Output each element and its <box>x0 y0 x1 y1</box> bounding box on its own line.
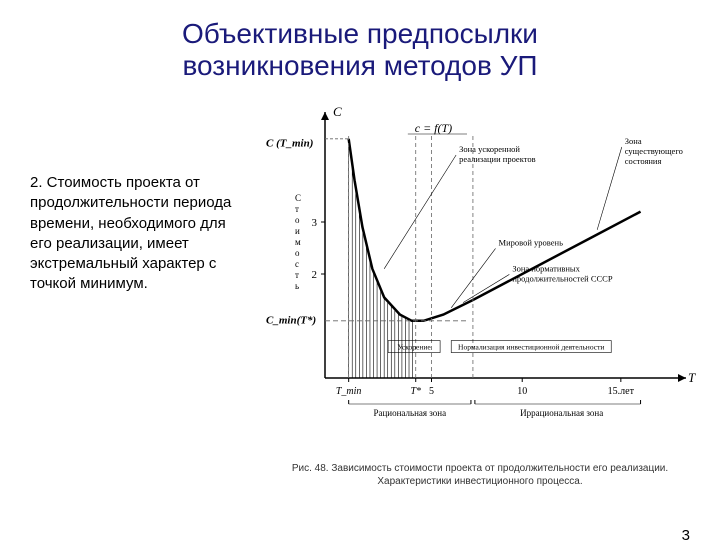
svg-text:3: 3 <box>312 217 318 229</box>
svg-text:Зона: Зона <box>625 136 642 146</box>
svg-text:ь: ь <box>295 281 299 291</box>
svg-text:C_min(T*): C_min(T*) <box>266 314 316 326</box>
svg-text:2: 2 <box>312 269 318 281</box>
title-line2: возникновения методов УП <box>182 50 537 81</box>
figure-caption: Рис. 48. Зависимость стоимости проекта о… <box>260 463 700 488</box>
svg-text:Ускорение: Ускорение <box>398 343 432 352</box>
title-line1: Объективные предпосылки <box>182 18 538 49</box>
caption-line2: Характеристики инвестиционного процесса. <box>377 476 582 487</box>
svg-text:Мировой уровень: Мировой уровень <box>499 237 564 247</box>
svg-text:состояния: состояния <box>625 156 662 166</box>
page-number: 3 <box>682 527 690 544</box>
svg-text:C (T_min): C (T_min) <box>266 138 313 150</box>
svg-text:15.лет: 15.лет <box>608 386 635 397</box>
svg-text:Зона нормативных: Зона нормативных <box>512 263 580 273</box>
svg-text:реализации проектов: реализации проектов <box>459 154 535 164</box>
svg-text:м: м <box>295 237 301 247</box>
svg-text:т: т <box>295 270 299 280</box>
svg-text:T*: T* <box>410 386 421 397</box>
slide-title: Объективные предпосылки возникновения ме… <box>0 18 720 82</box>
svg-text:c = f(T): c = f(T) <box>415 121 452 135</box>
caption-line1: Рис. 48. Зависимость стоимости проекта о… <box>292 463 668 474</box>
svg-text:Иррациональная зона: Иррациональная зона <box>520 408 603 418</box>
svg-text:T: T <box>688 370 696 385</box>
svg-text:T_min: T_min <box>336 386 362 397</box>
svg-text:С: С <box>295 193 301 203</box>
svg-text:C: C <box>333 104 342 119</box>
svg-text:Нормализация инвестиционной де: Нормализация инвестиционной деятельности <box>458 343 604 352</box>
svg-text:о: о <box>295 215 300 225</box>
body-paragraph: 2. Стоимость проекта от продолжительност… <box>30 173 240 295</box>
svg-text:т: т <box>295 204 299 214</box>
svg-text:10: 10 <box>517 386 527 397</box>
svg-text:с: с <box>295 259 299 269</box>
svg-text:5: 5 <box>429 386 434 397</box>
cost-duration-chart: CT23СтоимостьC (T_min)C_min(T*)c = f(T)T… <box>260 98 700 458</box>
svg-text:о: о <box>295 248 300 258</box>
svg-text:Зона ускоренной: Зона ускоренной <box>459 144 520 154</box>
svg-text:Рациональная зона: Рациональная зона <box>373 408 446 418</box>
svg-text:существующего: существующего <box>625 146 683 156</box>
svg-text:и: и <box>295 226 300 236</box>
svg-text:продолжительностей СССР: продолжительностей СССР <box>512 273 612 283</box>
